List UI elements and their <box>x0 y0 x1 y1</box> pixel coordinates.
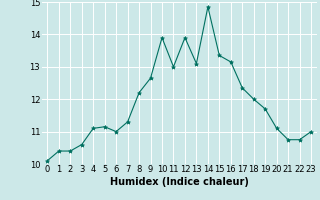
X-axis label: Humidex (Indice chaleur): Humidex (Indice chaleur) <box>110 177 249 187</box>
